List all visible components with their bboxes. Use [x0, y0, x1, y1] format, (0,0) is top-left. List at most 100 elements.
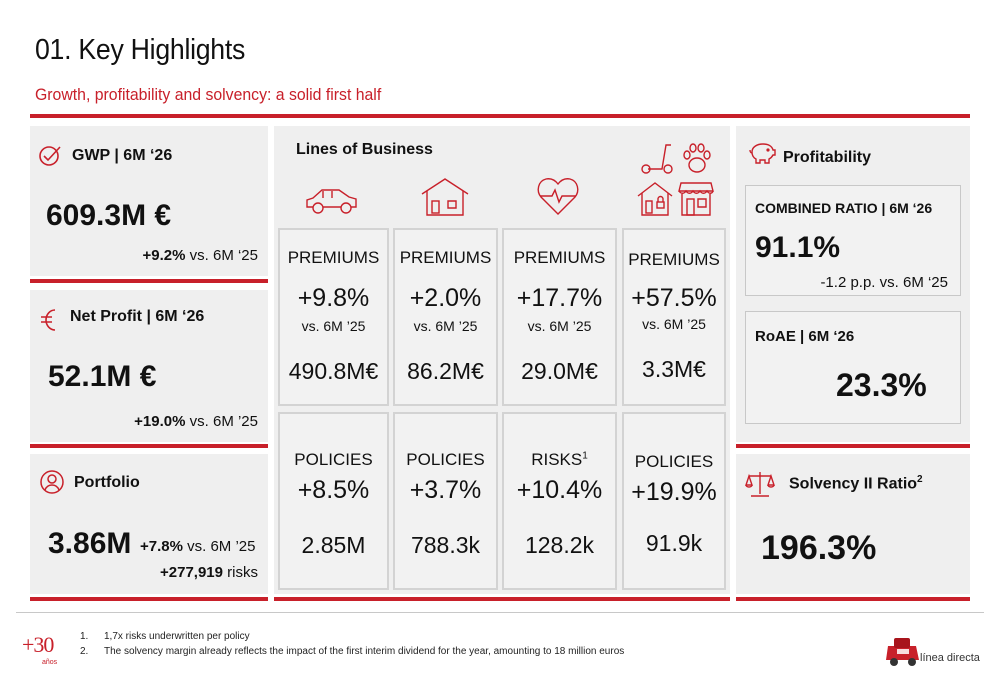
- piggy-bank-icon: [748, 141, 776, 165]
- house-lock-icon: [636, 181, 674, 217]
- net-profit-value: 52.1M €: [48, 360, 157, 393]
- premiums-vs: vs. 6M ’25: [527, 318, 592, 334]
- premiums-vs: vs. 6M ’25: [301, 318, 366, 334]
- thirty-years-sub: años: [42, 659, 58, 666]
- portfolio-value: 3.86M: [48, 527, 132, 560]
- policies-value: 2.85M: [301, 532, 366, 558]
- premiums-value: 3.3M€: [642, 356, 706, 382]
- solvency-label: Solvency II Ratio: [789, 475, 918, 493]
- linea-directa-logo: [885, 632, 921, 666]
- premiums-box-other: PREMIUMS +57.5% vs. 6M ’25 3.3M€: [622, 228, 726, 406]
- profitability-label: Profitability: [783, 149, 872, 166]
- scooter-icon: [640, 141, 674, 175]
- thirty-years-logo: +30 años: [22, 630, 62, 670]
- net-profit-underline: [30, 444, 268, 448]
- portfolio-underline: [30, 597, 268, 601]
- combined-ratio-label: COMBINED RATIO | 6M ‘26: [755, 200, 933, 216]
- car-icon: [303, 183, 361, 217]
- gwp-label: GWP | 6M ‘26: [72, 147, 173, 164]
- risks-label-line: RISKS1: [504, 450, 615, 470]
- thirty-years-text: +30: [22, 632, 54, 657]
- user-circle-icon: [40, 470, 64, 494]
- policies-label: POLICIES: [634, 452, 714, 471]
- net-profit-change: +19.0%: [134, 413, 186, 430]
- policies-box-home: POLICIES +3.7% 788.3k: [393, 412, 498, 590]
- gwp-underline: [30, 279, 268, 283]
- roae-box: RoAE | 6M ‘26 23.3%: [745, 311, 961, 424]
- combined-ratio-change: -1.2 p.p. vs. 6M ‘25: [820, 274, 948, 291]
- combined-ratio-value: 91.1%: [755, 231, 841, 264]
- policies-pct: +8.5%: [297, 476, 370, 504]
- policies-box-other: POLICIES +19.9% 91.9k: [622, 412, 726, 590]
- page-subtitle: Growth, profitability and solvency: a so…: [35, 85, 382, 104]
- lob-title: Lines of Business: [296, 141, 433, 158]
- gwp-change: +9.2%: [142, 247, 186, 264]
- premiums-vs: vs. 6M ’25: [413, 318, 478, 334]
- policies-value: 788.3k: [410, 532, 481, 558]
- policies-label: POLICIES: [406, 450, 485, 469]
- lob-underline: [274, 597, 730, 601]
- premiums-box-motor: PREMIUMS +9.8% vs. 6M ’25 490.8M€: [278, 228, 389, 406]
- portfolio-risks-line: +277,919 risks: [160, 564, 258, 581]
- risks-label: RISKS: [531, 450, 583, 469]
- solvency-value: 196.3%: [761, 529, 877, 567]
- pet-paw-icon: [680, 141, 714, 175]
- scales-icon: [745, 470, 775, 498]
- premiums-label: PREMIUMS: [628, 250, 720, 269]
- footer-divider: [16, 612, 984, 613]
- profitability-underline: [736, 444, 970, 448]
- home-icon: [420, 177, 470, 217]
- portfolio-label: Portfolio: [74, 474, 140, 491]
- portfolio-change-suffix: vs. 6M ’25: [182, 538, 256, 555]
- premiums-box-home: PREMIUMS +2.0% vs. 6M ’25 86.2M€: [393, 228, 498, 406]
- premiums-box-health: PREMIUMS +17.7% vs. 6M ’25 29.0M€: [502, 228, 617, 406]
- footnote-2: 2. The solvency margin already reflects t…: [80, 646, 624, 657]
- brand-name: línea directa: [920, 652, 980, 664]
- roae-label: RoAE | 6M ‘26: [755, 328, 855, 345]
- premiums-pct: +17.7%: [516, 284, 603, 312]
- premiums-value: 86.2M€: [407, 358, 484, 384]
- premiums-label: PREMIUMS: [513, 248, 606, 267]
- header-divider: [30, 114, 970, 118]
- net-profit-card: Net Profit | 6M ‘26 52.1M € +19.0% vs. 6…: [30, 290, 268, 442]
- solvency-label-line: Solvency II Ratio2: [789, 474, 923, 493]
- policies-value: 128.2k: [524, 532, 595, 558]
- footnote-1: 1. 1,7x risks underwritten per policy: [80, 631, 250, 642]
- gwp-value: 609.3M €: [46, 199, 172, 232]
- portfolio-change-line: +7.8% vs. 6M ’25: [140, 538, 255, 555]
- policies-pct: +10.4%: [516, 476, 603, 504]
- portfolio-risks-count: +277,919: [160, 564, 223, 581]
- net-profit-label: Net Profit | 6M ‘26: [70, 308, 205, 325]
- policies-value: 91.9k: [645, 530, 703, 556]
- shop-icon: [678, 181, 714, 217]
- net-profit-change-suffix: vs. 6M ’25: [185, 413, 258, 430]
- footnote-2-text: The solvency margin already reflects the…: [104, 646, 625, 657]
- premiums-pct: +57.5%: [631, 284, 717, 312]
- policies-box-motor: POLICIES +8.5% 2.85M: [278, 412, 389, 590]
- portfolio-change: +7.8%: [140, 538, 183, 555]
- combined-ratio-box: COMBINED RATIO | 6M ‘26 91.1% -1.2 p.p. …: [745, 185, 961, 296]
- premiums-vs: vs. 6M ’25: [642, 316, 706, 332]
- footnote-2-num: 2.: [80, 646, 89, 657]
- page-title: 01. Key Highlights: [35, 34, 246, 66]
- policies-label: POLICIES: [294, 450, 373, 469]
- premiums-label: PREMIUMS: [399, 248, 492, 267]
- policies-pct: +19.9%: [631, 478, 717, 506]
- premiums-value: 490.8M€: [288, 358, 379, 384]
- portfolio-risks-suffix: risks: [223, 564, 258, 581]
- gwp-card: GWP | 6M ‘26 609.3M € +9.2% vs. 6M ‘25: [30, 126, 268, 276]
- footnote-1-text: 1,7x risks underwritten per policy: [104, 631, 250, 642]
- policies-box-health: RISKS1 +10.4% 128.2k: [502, 412, 617, 590]
- premiums-pct: +9.8%: [297, 284, 370, 312]
- policies-pct: +3.7%: [409, 476, 482, 504]
- check-circle-icon: [38, 143, 62, 167]
- net-profit-change-line: +19.0% vs. 6M ’25: [134, 413, 258, 430]
- footnote-1-num: 1.: [80, 631, 89, 642]
- premiums-label: PREMIUMS: [287, 248, 380, 267]
- portfolio-card: Portfolio 3.86M +7.8% vs. 6M ’25 +277,91…: [30, 454, 268, 594]
- gwp-change-line: +9.2% vs. 6M ‘25: [143, 247, 258, 264]
- heart-health-icon: [536, 176, 580, 216]
- euro-icon: [40, 306, 58, 334]
- roae-value: 23.3%: [836, 367, 927, 403]
- solvency-panel: Solvency II Ratio2 196.3%: [736, 454, 970, 594]
